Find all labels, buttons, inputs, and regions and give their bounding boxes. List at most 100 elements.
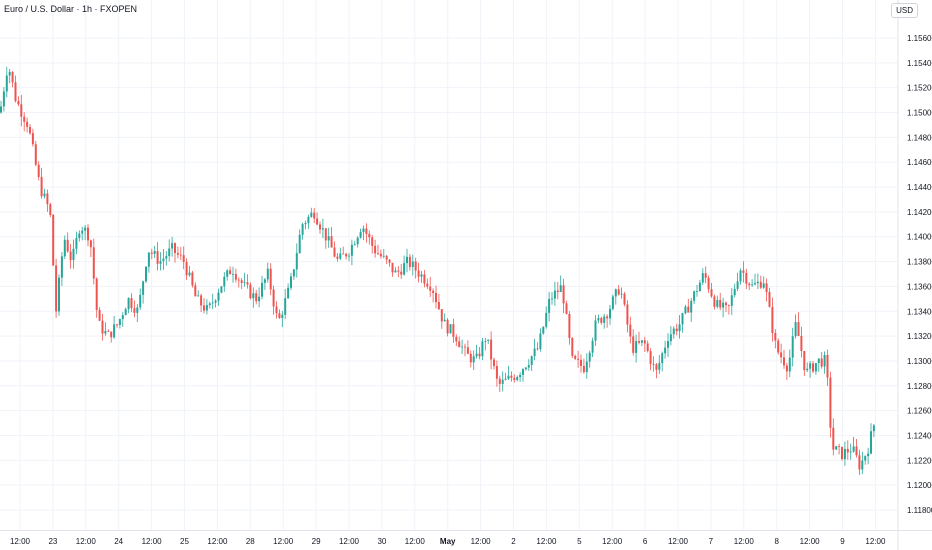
candle-body <box>147 252 150 267</box>
candle-body <box>34 144 37 165</box>
candle-body <box>275 306 278 314</box>
candle-body <box>843 448 846 460</box>
x-tick-label: 12:00 <box>734 537 755 546</box>
candle-body <box>716 300 719 307</box>
x-tick-label: 9 <box>840 537 845 546</box>
candle-body <box>362 228 365 233</box>
candle-body <box>823 354 826 367</box>
y-tick-label: 1.12800 <box>907 382 932 391</box>
candle-body <box>669 334 672 342</box>
candle-body <box>725 302 727 306</box>
candle-body <box>197 295 200 297</box>
candle-body <box>539 333 542 350</box>
x-tick-label: 12:00 <box>471 537 492 546</box>
candle-body <box>220 286 223 293</box>
candle-body <box>313 212 316 219</box>
x-tick-label: 12:00 <box>405 537 426 546</box>
candle-body <box>78 233 81 239</box>
candle-body <box>165 256 168 259</box>
candle-body <box>690 300 693 313</box>
candle-body <box>208 303 211 306</box>
candle-body <box>243 282 246 284</box>
candle-body <box>461 346 464 348</box>
candle-body <box>698 282 701 292</box>
candle-body <box>75 238 78 249</box>
x-tick-label: 28 <box>246 537 255 546</box>
candle-body <box>58 277 60 312</box>
candle-body <box>237 279 240 281</box>
y-tick-label: 1.14000 <box>907 233 932 242</box>
candle-body <box>194 285 197 297</box>
candle-body <box>266 268 269 280</box>
candle-body <box>391 262 394 273</box>
candle-body <box>249 284 252 299</box>
candle-body <box>31 133 34 145</box>
candle-body <box>269 268 272 290</box>
candle-body <box>49 204 52 215</box>
candle-body <box>551 298 553 300</box>
x-tick-label: 12:00 <box>142 537 163 546</box>
candle-body <box>223 276 226 287</box>
x-tick-label: 12:00 <box>339 537 360 546</box>
candle-body <box>832 427 835 450</box>
candle-body <box>751 284 754 286</box>
x-tick-label: 12:00 <box>602 537 623 546</box>
candle-body <box>295 253 298 270</box>
currency-button[interactable]: USD <box>891 3 918 18</box>
candle-body <box>606 316 609 319</box>
candle-body <box>156 251 159 264</box>
candle-body <box>310 212 313 217</box>
candle-body <box>762 283 765 288</box>
candle-body <box>490 339 493 360</box>
candle-body <box>284 298 287 315</box>
candle-body <box>234 273 237 280</box>
candle-body <box>719 300 722 308</box>
candle-body <box>675 328 678 332</box>
candle-body <box>814 362 817 372</box>
candle-body <box>478 353 481 357</box>
time-axis[interactable]: 12:00 23 12:00 24 12:00 25 12:00 28 12:00 29 12:00… <box>0 530 932 547</box>
candles <box>0 66 875 475</box>
candle-body <box>110 331 113 338</box>
x-tick-label: 6 <box>643 537 648 546</box>
candle-body <box>588 352 591 362</box>
candle-body <box>203 305 205 311</box>
candle-body <box>174 243 176 254</box>
candle-body <box>200 295 203 306</box>
candle-body <box>640 340 643 343</box>
x-tick-label: 12:00 <box>273 537 294 546</box>
candle-body <box>5 75 8 92</box>
candle-body <box>414 261 417 271</box>
candle-body <box>417 270 420 277</box>
candle-body <box>867 453 870 457</box>
candle-body <box>292 269 295 277</box>
candle-body <box>562 285 565 304</box>
y-tick-label: 1.13000 <box>907 357 932 366</box>
candle-body <box>142 281 145 295</box>
candle-body <box>577 358 580 360</box>
candle-body <box>182 255 185 262</box>
y-tick-label: 1.14800 <box>907 133 932 142</box>
candle-body <box>40 176 43 197</box>
candle-body <box>635 341 638 353</box>
candle-body <box>754 283 756 285</box>
candle-body <box>730 295 733 306</box>
candle-body <box>809 363 812 369</box>
candle-body <box>672 328 675 335</box>
candle-body <box>530 356 533 365</box>
candle-body <box>400 271 403 275</box>
candle-body <box>127 298 130 310</box>
candle-body <box>748 283 751 286</box>
candle-body <box>466 347 469 354</box>
candle-body <box>649 351 652 364</box>
x-tick-label: 12:00 <box>10 537 31 546</box>
candle-body <box>455 336 458 342</box>
candle-body <box>92 247 95 279</box>
candle-body <box>632 336 635 353</box>
candle-body <box>327 236 330 241</box>
candle-body <box>397 270 400 272</box>
price-axis[interactable]: 1.15600 1.15400 1.15200 1.15000 1.14800 1.146… <box>897 0 932 550</box>
candle-body <box>353 244 356 246</box>
